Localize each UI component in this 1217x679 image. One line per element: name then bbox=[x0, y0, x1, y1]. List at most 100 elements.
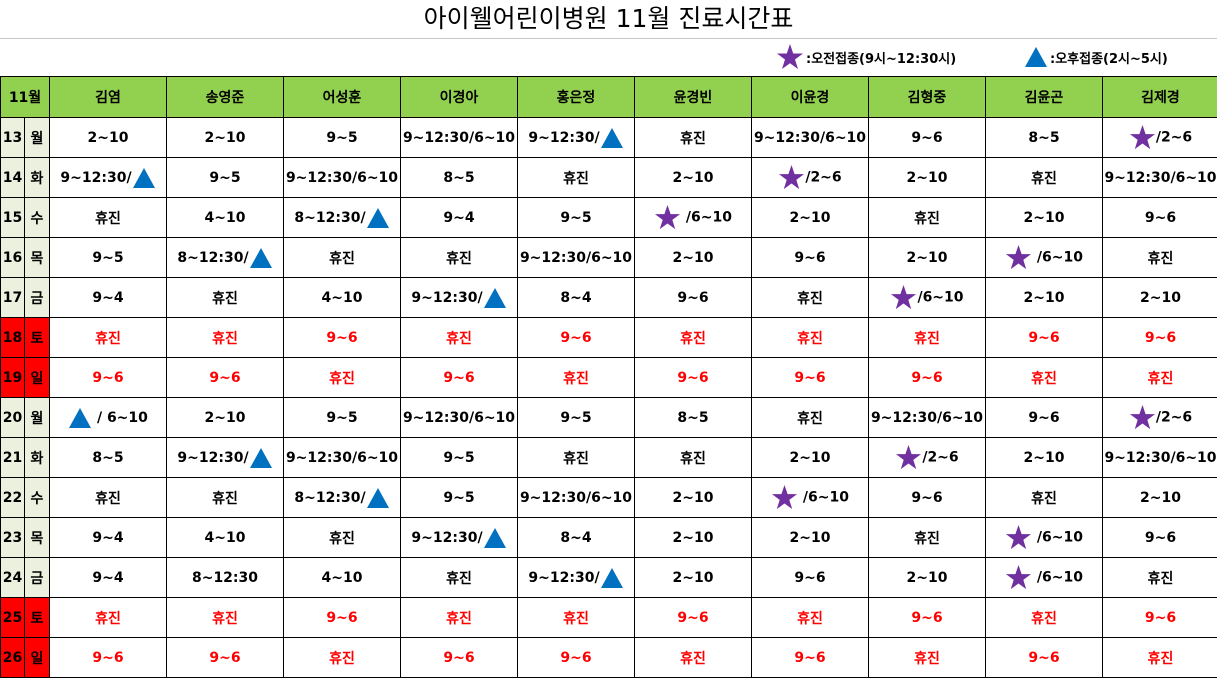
schedule-hours: 8~5 bbox=[1028, 129, 1060, 146]
schedule-hours: 9~6 bbox=[911, 609, 943, 626]
doctor-header: 송영준 bbox=[166, 76, 284, 118]
schedule-hours: 9~12:30/6~10 bbox=[285, 449, 399, 466]
schedule-hours: 4~10 bbox=[321, 569, 363, 586]
triangle-icon bbox=[483, 527, 506, 548]
schedule-hours: 9~6 bbox=[1144, 329, 1177, 346]
schedule-cell: 9~5 bbox=[400, 437, 518, 478]
schedule-hours: 2~10 bbox=[1023, 449, 1065, 466]
doctor-header: 홍은정 bbox=[517, 76, 635, 118]
schedule-hours: 9~12:30/6~10 bbox=[1104, 169, 1217, 186]
schedule-hours: 4~10 bbox=[321, 289, 363, 306]
schedule-cell: 휴진 bbox=[283, 637, 401, 678]
schedule-cell: 9~4 bbox=[49, 557, 167, 598]
schedule-cell: 휴진 bbox=[751, 597, 869, 638]
schedule-hours: 2~10 bbox=[1023, 209, 1065, 226]
schedule-hours: 8~12:30 bbox=[191, 569, 259, 586]
schedule-cell: 휴진 bbox=[49, 597, 167, 638]
schedule-cell: 2~10 bbox=[751, 437, 869, 478]
schedule-hours: 휴진 bbox=[212, 290, 238, 307]
doctor-header: 김염 bbox=[49, 76, 167, 118]
schedule-cell: 9~6 bbox=[985, 637, 1103, 678]
star-icon bbox=[1005, 564, 1032, 590]
schedule-cell: 8~5 bbox=[400, 157, 518, 198]
schedule-cell: 8~12:30 bbox=[166, 557, 284, 598]
schedule-cell: 4~10 bbox=[166, 517, 284, 558]
schedule-cell: 9~6 bbox=[166, 357, 284, 398]
schedule-cell: 2~10 bbox=[985, 197, 1103, 238]
schedule-cell: 4~10 bbox=[283, 557, 401, 598]
schedule-hours: 휴진 bbox=[563, 370, 589, 387]
schedule-cell: 9~6 bbox=[517, 317, 635, 358]
schedule-hours: 휴진 bbox=[212, 330, 238, 347]
schedule-cell: 9~12:30/6~10 bbox=[868, 397, 986, 438]
day-cell: 13 bbox=[0, 117, 25, 158]
schedule-hours: 휴진 bbox=[1031, 490, 1057, 507]
schedule-hours: /6~10 bbox=[1032, 569, 1083, 586]
schedule-cell: 2~10 bbox=[1102, 277, 1217, 318]
star-icon bbox=[777, 44, 803, 69]
doctor-header: 어성훈 bbox=[283, 76, 401, 118]
schedule-cell: 9~12:30/6~10 bbox=[400, 117, 518, 158]
day-cell: 24 bbox=[0, 557, 25, 598]
schedule-hours: 휴진 bbox=[680, 650, 706, 667]
schedule-hours: 9~6 bbox=[911, 129, 943, 146]
schedule-cell: 2~10 bbox=[166, 397, 284, 438]
triangle-icon bbox=[132, 167, 155, 188]
schedule-cell: 휴진 bbox=[517, 157, 635, 198]
schedule-hours: 휴진 bbox=[563, 610, 589, 627]
schedule-cell: 9~5 bbox=[283, 117, 401, 158]
star-icon bbox=[779, 164, 805, 190]
table-row: 20 월 / 6~10 2~10 9~5 9~12:30/6~10 9~5 8~5 휴진 9~1… bbox=[0, 397, 1217, 438]
schedule-cell: 9~6 bbox=[868, 117, 986, 158]
schedule-hours: 8~4 bbox=[560, 289, 592, 306]
schedule-hours: 9~12:30/ bbox=[411, 529, 483, 546]
triangle-icon bbox=[366, 487, 389, 508]
schedule-hours: 2~10 bbox=[87, 129, 129, 146]
schedule-cell: 4~10 bbox=[283, 277, 401, 318]
star-icon bbox=[1129, 124, 1155, 150]
schedule-cell: 9~12:30/ bbox=[166, 437, 284, 478]
schedule-hours: 휴진 bbox=[95, 490, 121, 507]
schedule-cell: 휴진 bbox=[751, 317, 869, 358]
weekday-cell: 일 bbox=[24, 637, 50, 678]
schedule-cell: 2~10 bbox=[751, 197, 869, 238]
schedule-cell: 휴진 bbox=[868, 317, 986, 358]
schedule-hours: 8~5 bbox=[677, 409, 709, 426]
page-title: 아이웰어린이병원 11월 진료시간표 bbox=[0, 0, 1217, 39]
schedule-hours: 2~10 bbox=[672, 489, 714, 506]
schedule-hours: 2~10 bbox=[672, 169, 714, 186]
schedule-hours: 9~6 bbox=[1144, 609, 1177, 626]
schedule-cell: /2~6 bbox=[1102, 397, 1217, 438]
schedule-hours: 휴진 bbox=[1031, 170, 1057, 187]
schedule-hours: 휴진 bbox=[680, 450, 706, 467]
schedule-cell: 9~5 bbox=[283, 397, 401, 438]
schedule-cell: 8~12:30/ bbox=[283, 197, 401, 238]
schedule-cell: 9~6 bbox=[751, 357, 869, 398]
schedule-hours: 휴진 bbox=[446, 330, 472, 347]
table-row: 18 토 휴진 휴진 9~6 휴진 9~6 휴진 휴진 휴진 9~6 9~6 bbox=[0, 317, 1217, 358]
schedule-hours: 9~12:30/6~10 bbox=[402, 129, 516, 146]
schedule-hours: 휴진 bbox=[797, 330, 823, 347]
schedule-hours: 9~6 bbox=[443, 649, 475, 666]
weekday-cell: 화 bbox=[24, 157, 50, 198]
schedule-hours: 9~12:30/ bbox=[411, 289, 483, 306]
schedule-cell: 휴진 bbox=[517, 437, 635, 478]
schedule-hours: 휴진 bbox=[329, 370, 355, 387]
schedule-cell: 8~4 bbox=[517, 277, 635, 318]
doctor-header: 윤경빈 bbox=[634, 76, 752, 118]
schedule-hours: 4~10 bbox=[204, 529, 246, 546]
schedule-hours: 8~4 bbox=[560, 529, 592, 546]
schedule-hours: 8~12:30/ bbox=[294, 489, 366, 506]
weekday-cell: 월 bbox=[24, 397, 50, 438]
day-cell: 16 bbox=[0, 237, 25, 278]
schedule-hours: /6~10 bbox=[1032, 249, 1083, 266]
schedule-hours: 9~12:30/6~10 bbox=[1104, 449, 1217, 466]
schedule-cell: 2~10 bbox=[985, 277, 1103, 318]
legend-pm-label: :오후접종(2시~5시) bbox=[1050, 51, 1168, 67]
schedule-hours: 2~10 bbox=[906, 569, 948, 586]
schedule-hours: 9~6 bbox=[794, 249, 826, 266]
schedule-hours: 9~6 bbox=[1028, 409, 1060, 426]
triangle-icon bbox=[600, 127, 623, 148]
schedule-cell: 9~6 bbox=[634, 597, 752, 638]
schedule-hours: 2~10 bbox=[789, 529, 831, 546]
